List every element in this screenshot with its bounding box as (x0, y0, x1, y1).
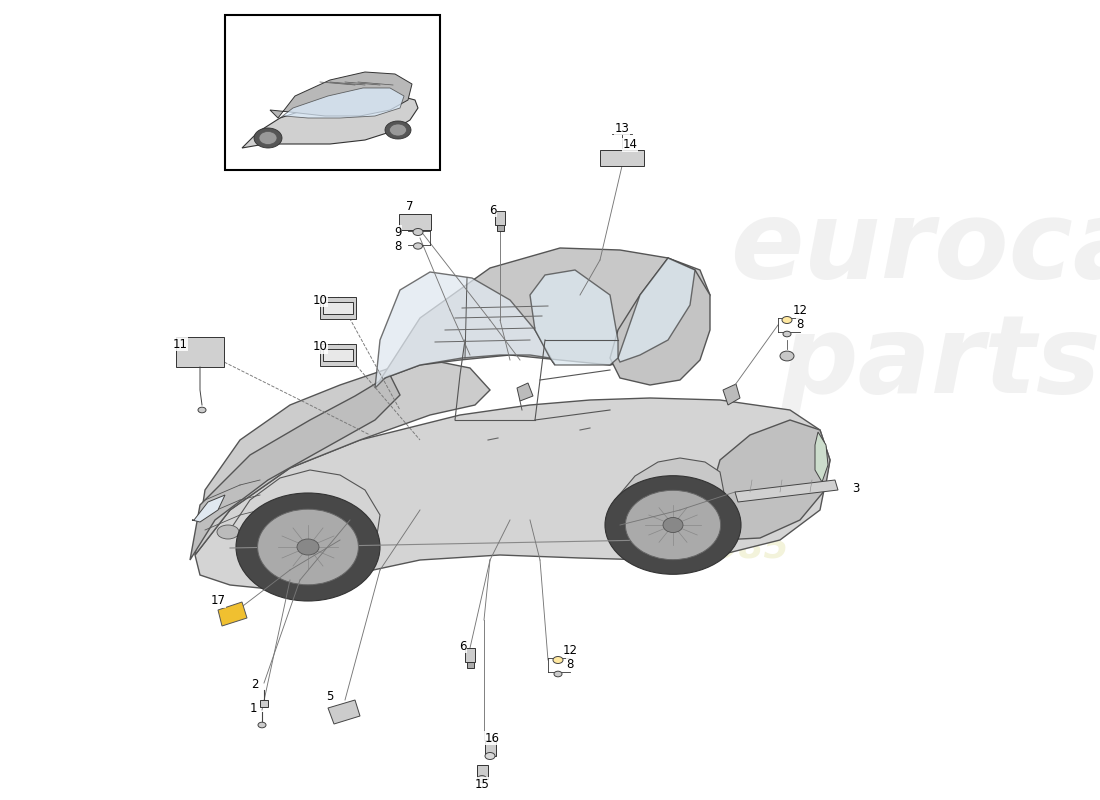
Ellipse shape (389, 124, 407, 136)
Polygon shape (270, 72, 412, 118)
Text: 12: 12 (792, 303, 807, 317)
Ellipse shape (217, 525, 239, 539)
Text: 6: 6 (490, 203, 497, 217)
Text: 17: 17 (210, 594, 225, 607)
Ellipse shape (477, 775, 486, 782)
Text: 9: 9 (394, 226, 402, 238)
Polygon shape (735, 480, 838, 502)
Text: 13: 13 (615, 122, 629, 134)
Ellipse shape (485, 753, 495, 759)
Ellipse shape (414, 243, 422, 249)
Text: 6: 6 (460, 639, 466, 653)
Text: 8: 8 (796, 318, 804, 331)
Ellipse shape (297, 539, 319, 555)
Ellipse shape (783, 331, 791, 337)
Ellipse shape (198, 407, 206, 413)
Text: 10: 10 (312, 294, 328, 306)
Polygon shape (230, 470, 380, 570)
Ellipse shape (780, 351, 794, 361)
Bar (323, 302, 353, 314)
Bar (323, 349, 353, 361)
Text: 7: 7 (406, 201, 414, 214)
Text: 8: 8 (394, 239, 402, 253)
Bar (466, 662, 473, 668)
Polygon shape (375, 272, 556, 388)
Polygon shape (375, 248, 710, 388)
Ellipse shape (653, 509, 703, 547)
Text: 12: 12 (562, 643, 578, 657)
Polygon shape (615, 458, 725, 548)
Polygon shape (700, 420, 830, 540)
Polygon shape (815, 432, 828, 482)
Text: eurocar: eurocar (730, 195, 1100, 301)
Polygon shape (328, 700, 360, 724)
Ellipse shape (258, 722, 266, 728)
Polygon shape (280, 88, 404, 118)
Bar (465, 648, 475, 662)
Bar (600, 150, 643, 166)
Ellipse shape (412, 229, 424, 235)
Text: 14: 14 (623, 138, 638, 151)
Text: parts: parts (780, 310, 1100, 416)
Ellipse shape (782, 317, 792, 323)
Polygon shape (192, 495, 226, 522)
Text: 1: 1 (250, 702, 256, 715)
Ellipse shape (663, 518, 683, 533)
Polygon shape (242, 96, 418, 148)
Polygon shape (530, 270, 618, 365)
Ellipse shape (254, 128, 282, 148)
Polygon shape (723, 384, 740, 405)
Bar (495, 211, 505, 225)
Polygon shape (218, 602, 248, 626)
Bar (484, 740, 495, 756)
Text: 11: 11 (173, 338, 187, 350)
Text: 16: 16 (484, 731, 499, 745)
Polygon shape (195, 398, 830, 590)
Bar (496, 225, 504, 231)
Ellipse shape (605, 476, 741, 574)
Ellipse shape (286, 530, 341, 570)
Text: since 1985: since 1985 (570, 530, 789, 564)
Bar (260, 699, 268, 706)
Text: 3: 3 (852, 482, 860, 494)
Ellipse shape (553, 657, 563, 663)
Text: 8: 8 (566, 658, 574, 670)
Polygon shape (195, 360, 490, 555)
Text: a passion for parts: a passion for parts (480, 490, 739, 518)
Polygon shape (190, 375, 400, 560)
Ellipse shape (385, 121, 411, 139)
Polygon shape (610, 258, 710, 385)
Text: 15: 15 (474, 778, 490, 790)
Ellipse shape (258, 131, 277, 145)
Bar (226, 15, 440, 170)
Text: 5: 5 (327, 690, 333, 703)
Polygon shape (517, 383, 534, 401)
Polygon shape (618, 258, 695, 362)
Ellipse shape (626, 490, 720, 560)
Ellipse shape (554, 671, 562, 677)
Bar (476, 765, 487, 779)
Bar (399, 214, 431, 230)
Text: 10: 10 (312, 341, 328, 354)
Ellipse shape (236, 493, 380, 601)
Text: 2: 2 (251, 678, 258, 691)
Bar (176, 337, 224, 367)
Ellipse shape (257, 509, 359, 585)
Bar (320, 297, 356, 319)
Bar (320, 344, 356, 366)
